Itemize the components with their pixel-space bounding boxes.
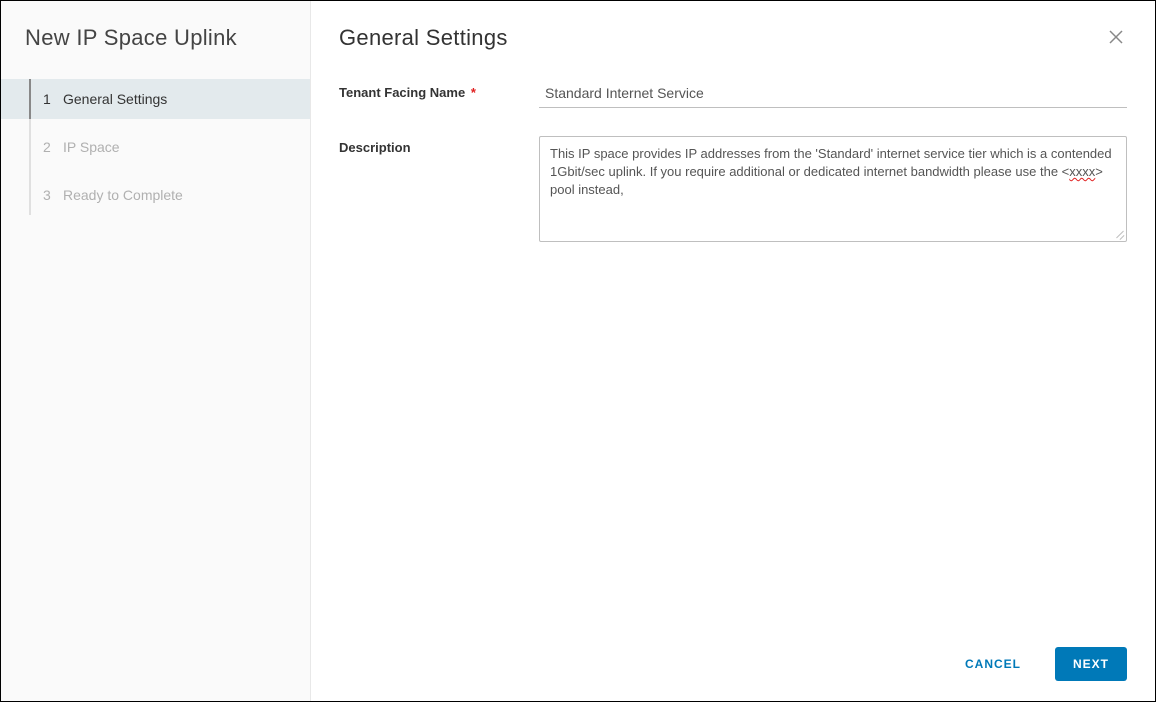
wizard-main-panel: General Settings Tenant Facing Name * <box>311 1 1155 701</box>
description-row: Description This IP space provides IP ad… <box>339 136 1127 242</box>
required-marker: * <box>471 85 476 100</box>
step-number: 3 <box>43 187 63 203</box>
wizard-steps: 1 General Settings 2 IP Space 3 Ready to… <box>1 79 310 215</box>
wizard-modal: New IP Space Uplink 1 General Settings 2… <box>0 0 1156 702</box>
tenant-name-label: Tenant Facing Name * <box>339 81 539 100</box>
description-label: Description <box>339 136 539 155</box>
wizard-sidebar: New IP Space Uplink 1 General Settings 2… <box>1 1 311 701</box>
step-label: General Settings <box>63 91 167 107</box>
step-ip-space[interactable]: 2 IP Space <box>1 127 310 167</box>
step-general-settings[interactable]: 1 General Settings <box>1 79 310 119</box>
tenant-name-row: Tenant Facing Name * <box>339 81 1127 108</box>
description-text-pre: This IP space provides IP addresses from… <box>550 146 1112 179</box>
step-number: 1 <box>43 91 63 107</box>
description-input[interactable]: This IP space provides IP addresses from… <box>539 136 1127 242</box>
step-ready-to-complete[interactable]: 3 Ready to Complete <box>1 175 310 215</box>
next-button[interactable]: NEXT <box>1055 647 1127 681</box>
general-settings-form: Tenant Facing Name * Description This IP… <box>339 81 1127 635</box>
tenant-name-input[interactable] <box>539 81 1127 108</box>
wizard-footer: CANCEL NEXT <box>339 635 1127 681</box>
cancel-button[interactable]: CANCEL <box>947 647 1039 681</box>
page-title: General Settings <box>339 25 508 51</box>
step-label: IP Space <box>63 139 120 155</box>
description-field-wrap: This IP space provides IP addresses from… <box>539 136 1127 242</box>
resize-handle-icon <box>1114 229 1124 239</box>
tenant-name-field-wrap <box>539 81 1127 108</box>
description-spellcheck-token: xxxx <box>1069 164 1095 179</box>
wizard-title: New IP Space Uplink <box>1 25 310 79</box>
close-icon[interactable] <box>1105 25 1127 51</box>
tenant-name-label-text: Tenant Facing Name <box>339 85 465 100</box>
main-header: General Settings <box>339 25 1127 51</box>
step-number: 2 <box>43 139 63 155</box>
step-label: Ready to Complete <box>63 187 183 203</box>
